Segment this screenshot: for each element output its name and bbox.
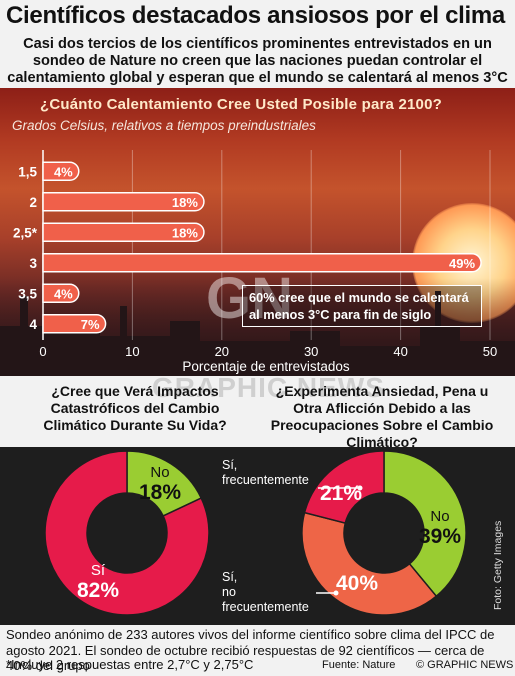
- donut-slice: [301, 511, 438, 616]
- slice-value-si-frec: 21%: [320, 482, 362, 505]
- bar-value-label: 18%: [172, 195, 198, 210]
- bar-value-label: 18%: [172, 225, 198, 240]
- y-tick-label: 2,5*: [13, 225, 38, 240]
- chart1-xlabel: Porcentaje de entrevistados: [182, 359, 350, 374]
- page-title: Científicos destacados ansiosos por el c…: [6, 2, 505, 29]
- footnote-asterisk: *Incluye 2 respuestas entre 2,7°C y 2,75…: [6, 657, 254, 672]
- y-tick-label: 1,5: [18, 164, 37, 179]
- watermark-text: GRAPHIC NEWS: [152, 372, 385, 403]
- bar: [42, 222, 205, 242]
- y-tick-label: 2: [29, 195, 37, 210]
- leader-dot: [357, 485, 363, 491]
- slice-value-si: 82%: [77, 579, 119, 602]
- y-tick-label: 4: [29, 317, 37, 332]
- industrial-skyline-graphic: [0, 291, 515, 376]
- slice-value-si-no-frec: 40%: [336, 572, 378, 595]
- bar-value-label: 49%: [449, 256, 475, 271]
- donut-slice: [44, 450, 210, 616]
- leader-dot-2: [333, 590, 339, 596]
- bar-value-label: 4%: [54, 164, 73, 179]
- chart1-title: ¿Cuánto Calentamiento Cree Usted Posible…: [40, 96, 442, 113]
- bar-value-label: 4%: [54, 286, 73, 301]
- chart3-title: ¿Experimenta Ansiedad, Pena u Otra Aflic…: [270, 383, 494, 450]
- source-text: Fuente: Nature: [322, 659, 396, 671]
- donut-slice: [383, 450, 467, 598]
- bar: [42, 314, 107, 334]
- x-tick-label: 20: [215, 344, 229, 359]
- slice-value-no-2: 39%: [419, 525, 461, 548]
- footnote-survey: Sondeo anónimo de 233 autores vivos del …: [6, 627, 495, 673]
- label-si: Sí,: [222, 458, 238, 472]
- photo-credit: Foto: Getty Images: [492, 520, 504, 610]
- x-tick-label: 40: [393, 344, 407, 359]
- bar: [42, 283, 80, 303]
- label-no: no: [222, 585, 236, 599]
- x-tick-label: 30: [304, 344, 318, 359]
- chart2-title: ¿Cree que Verá Impactos Catastróficos de…: [43, 383, 227, 433]
- watermark-logo: GN: [206, 266, 293, 331]
- label-si-no-frecuentemente: Sí, no frecuentemente: [222, 570, 309, 615]
- chart1-annotation: 60% cree que el mundo se calentará al me…: [242, 285, 482, 327]
- x-tick-label: 0: [39, 344, 46, 359]
- donut-slice: [303, 450, 385, 524]
- warming-bar-chart: 0 10 20 30 40 50 1,5 4% 2 18% 2,5* 18% 3 49% 3,5 4% 4 7%: [13, 150, 497, 359]
- slice-label-no: No: [150, 464, 169, 481]
- chart1-units: Grados Celsius, relativos a tiempos prei…: [12, 118, 316, 133]
- brand-copyright: © GRAPHIC NEWS: [416, 659, 514, 671]
- bar-value-label: 7%: [81, 317, 100, 332]
- slice-label-no-2: No: [430, 508, 449, 525]
- bar: [42, 161, 80, 181]
- x-tick-label: 10: [125, 344, 139, 359]
- y-tick-label: 3: [29, 256, 37, 271]
- bar: [42, 253, 482, 273]
- label-si-frecuentemente: Sí, frecuentemente: [222, 458, 309, 488]
- label-si-2: Sí,: [222, 570, 238, 584]
- x-tick-label: 50: [483, 344, 497, 359]
- label-frecuentemente: frecuentemente: [222, 473, 309, 487]
- label-frecuentemente-2: frecuentemente: [222, 600, 309, 614]
- bar: [42, 192, 205, 212]
- slice-label-si: Sí: [91, 562, 106, 579]
- y-tick-label: 3,5: [18, 286, 37, 301]
- slice-value-no: 18%: [139, 481, 181, 504]
